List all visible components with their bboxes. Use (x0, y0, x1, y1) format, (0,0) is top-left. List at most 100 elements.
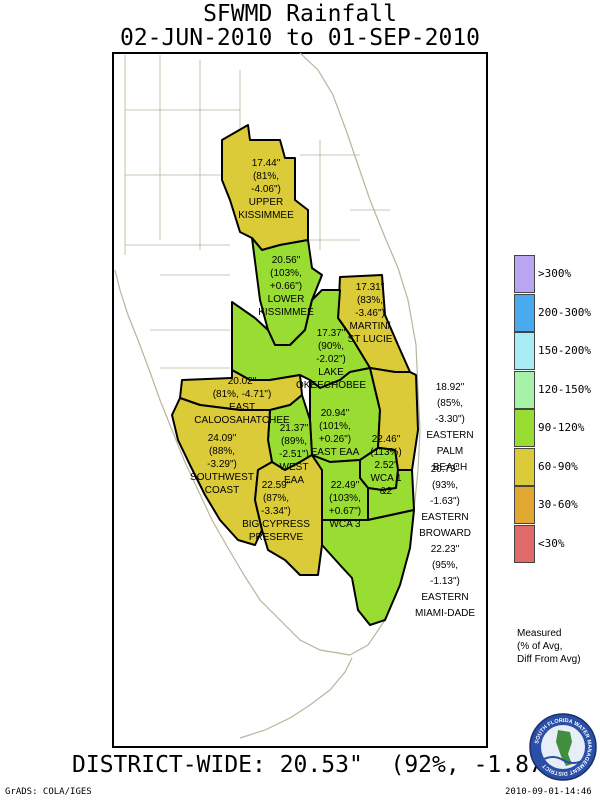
measured-line: (% of Avg, (517, 641, 563, 652)
region-label-west-eaa: 21.37" (89%, -2.51") WEST EAA (279, 423, 309, 486)
legend-label: >300% (538, 267, 572, 280)
label-eastern-palm-beach: 18.92" (85%, -3.30") EASTERN PALM BEACH (420, 380, 480, 476)
region-eastern-miami-dade (321, 509, 415, 626)
region-label-line: COAST (205, 485, 239, 496)
region-label-line: KISSIMMEE (238, 210, 294, 221)
florida-keys (239, 657, 353, 739)
region-label-line: 22.49" (331, 480, 360, 491)
grads-credit: GrADS: COLA/IGES (5, 787, 92, 797)
region-label-line: 2.52" (374, 460, 397, 471)
legend-swatch (514, 409, 535, 447)
label-line: 18.92" (435, 382, 465, 393)
measured-note: Measured (% of Avg, Diff From Avg) (517, 627, 581, 666)
label-line: EASTERN (426, 430, 474, 441)
region-label-line: ST LUCIE (348, 334, 393, 345)
region-label-upper-kissimmee: 17.44" (81%, -4.06") UPPER KISSIMMEE (238, 158, 294, 221)
legend-label: 150-200% (538, 344, 591, 357)
legend-swatch (514, 255, 535, 293)
region-label-lake-okeechobee: 17.37" (90%, -2.02") LAKE OKEECHOBEE (296, 328, 366, 391)
region-label-line: 17.37" (317, 328, 346, 339)
legend-swatch (514, 447, 535, 486)
legend-swatch (514, 524, 535, 563)
label-eastern-broward: 20.73" (93%, -1.63") EASTERN BROWARD (415, 462, 475, 542)
region-label-line: WCA 1 (370, 473, 402, 484)
district-wide-summary: DISTRICT-WIDE: 20.53" (92%, -1.87") (72, 752, 571, 778)
region-label-line: (113%) (370, 447, 402, 458)
label-line: (93%, (431, 480, 459, 491)
region-label-east-eaa: 20.94" (101%, +0.26") EAST EAA (311, 408, 360, 458)
county-lines (124, 55, 390, 369)
region-label-line: LOWER (268, 294, 305, 305)
label-line: EASTERN (421, 592, 469, 603)
region-label-line: OKEECHOBEE (296, 380, 366, 391)
region-label-big-cypress: 22.59" (87%, -3.34") BIG CYPRESS PRESERVE (242, 480, 310, 543)
sfwmd-seal-logo: SOUTH FLORIDA WATER MANAGEMENT DISTRICT (529, 713, 597, 781)
region-label-line: LAKE (318, 367, 344, 378)
region-label-line: -3.29") (207, 459, 237, 470)
region-label-line: KISSIMMEE (258, 307, 314, 318)
timestamp: 2010-09-01-14:46 (505, 787, 592, 797)
region-label-line: &2 (380, 486, 393, 497)
region-label-line: BIG CYPRESS (242, 519, 310, 530)
region-label-line: MARTIN/ (350, 321, 391, 332)
label-line: 20.73" (430, 464, 460, 475)
region-label-line: PRESERVE (249, 532, 304, 543)
region-label-line: CALOOSAHATCHEE (194, 415, 290, 426)
legend-label: <30% (538, 536, 565, 550)
region-label-line: EAA (284, 475, 304, 486)
region-label-line: (81%, (253, 171, 279, 182)
region-label-line: SOUTHWEST (190, 472, 254, 483)
region-label-southwest-coast: 24.09" (88%, -3.29") SOUTHWEST COAST (190, 433, 254, 496)
region-label-line: (101%, (319, 421, 351, 432)
label-line: BROWARD (419, 528, 471, 539)
label-eastern-miami-dade: 22.23" (95%, -1.13") EASTERN MIAMI-DADE (410, 542, 480, 622)
region-label-martin-st-lucie: 17.31" (83%, -3.46") MARTIN/ST LUCIE (348, 282, 393, 345)
region-label-line: (103%, (270, 268, 302, 279)
region-label-line: -3.46") (355, 308, 385, 319)
legend-label: 200-300% (538, 305, 591, 319)
region-label-line: -3.34") (261, 506, 291, 517)
region-label-line: (83%, (357, 295, 383, 306)
region-label-line: (89%, (281, 436, 307, 447)
region-label-line: (103%, (329, 493, 361, 504)
region-label-line: WCA 3 (329, 519, 361, 530)
label-line: (95%, (431, 560, 459, 571)
region-label-line: -2.51") (279, 449, 309, 460)
label-line: MIAMI-DADE (415, 608, 475, 619)
region-label-line: (87%, (263, 493, 289, 504)
region-label-line: -2.02") (316, 354, 346, 365)
region-label-line: -4.06") (251, 184, 281, 195)
region-label-line: 20.56" (272, 255, 301, 266)
legend-swatch (514, 293, 535, 332)
region-label-wca-1-2: 22.46" (113%) 2.52" WCA 1 &2 (370, 434, 402, 497)
label-line: 22.23" (430, 544, 460, 555)
region-label-line: +0.26") (319, 434, 351, 445)
legend-swatch (514, 486, 535, 524)
region-label-line: 17.31" (356, 282, 385, 293)
measured-line: Diff From Avg) (517, 654, 581, 665)
label-line: (85%, (436, 398, 464, 409)
label-line: -1.13") (430, 576, 460, 587)
region-label-line: EAST (229, 402, 255, 413)
region-label-line: 22.59" (262, 480, 291, 491)
legend-swatch (514, 370, 535, 409)
map-title: SFWMD Rainfall (203, 1, 397, 27)
region-label-line: UPPER (249, 197, 283, 208)
region-label-line: 24.09" (208, 433, 237, 444)
region-label-line: +0.66") (270, 281, 302, 292)
legend-label: 30-60% (538, 498, 578, 511)
legend-label: 90-120% (538, 421, 585, 434)
legend-swatch (514, 332, 535, 370)
measured-line: Measured (517, 628, 562, 639)
label-line: EASTERN (421, 512, 469, 523)
region-label-line: (81%, -4.71") (213, 389, 272, 400)
region-label-lower-kissimmee: 20.56" (103%, +0.66") LOWER KISSIMMEE (258, 255, 314, 318)
region-label-line: (90%, (318, 341, 344, 352)
region-label-line: 21.37" (280, 423, 309, 434)
map-date-range: 02-JUN-2010 to 01-SEP-2010 (119, 25, 481, 51)
region-label-line: 22.46" (372, 434, 401, 445)
region-label-line: +0.67") (329, 506, 361, 517)
legend-label: 120-150% (538, 382, 591, 396)
region-label-line: 20.02" (228, 376, 257, 387)
region-upper-kissimmee (221, 124, 309, 251)
